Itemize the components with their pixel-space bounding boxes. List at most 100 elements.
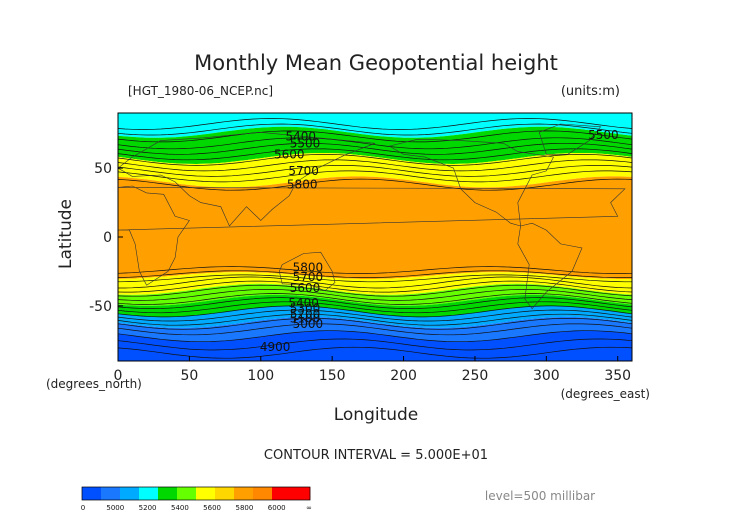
colorbar-swatch bbox=[291, 487, 311, 500]
colorbar-tick-label: ∞ bbox=[306, 504, 312, 512]
colorbar-tick-label: 5800 bbox=[235, 504, 253, 512]
contour-label: 5200 bbox=[290, 307, 321, 321]
contour-lines bbox=[118, 118, 632, 359]
x-unit-label: (degrees_east) bbox=[561, 387, 650, 401]
contour-label: 5400 bbox=[286, 129, 317, 143]
contour-interval-text: CONTOUR INTERVAL = 5.000E+01 bbox=[264, 448, 488, 463]
contour-line bbox=[118, 346, 632, 359]
contour-line bbox=[118, 153, 632, 166]
colorbar-ticks: 0 5000 5200 5400 5600 5800 6000 ∞ bbox=[81, 504, 312, 512]
contour-label: 5500 bbox=[290, 136, 321, 150]
color-band bbox=[118, 176, 632, 279]
colorbar-swatch bbox=[234, 487, 254, 500]
x-tick-label: 350 bbox=[604, 368, 631, 384]
colorbar-swatch bbox=[196, 487, 216, 500]
contour-label: 5000 bbox=[293, 317, 324, 331]
x-tick-label: 0 bbox=[114, 368, 123, 384]
color-band bbox=[118, 272, 632, 295]
coastline bbox=[517, 222, 583, 310]
contour-line bbox=[118, 309, 632, 322]
color-bands bbox=[118, 113, 632, 361]
colorbar-swatch bbox=[272, 487, 292, 500]
coastline bbox=[118, 185, 626, 286]
contour-labels: 5400550056005700580055005800570056005400… bbox=[260, 128, 619, 354]
contour-label: 5700 bbox=[293, 270, 324, 284]
level-text: level=500 millibar bbox=[485, 489, 595, 503]
contour-line bbox=[118, 130, 632, 143]
contour-line bbox=[118, 148, 632, 161]
colorbar bbox=[81, 486, 311, 501]
x-tick-label: 300 bbox=[533, 368, 560, 384]
contour-line bbox=[118, 142, 632, 155]
x-tick-label: 250 bbox=[462, 368, 489, 384]
x-axis-label: Longitude bbox=[334, 405, 419, 425]
contour-label: 5300 bbox=[290, 302, 321, 316]
x-tick-label: 100 bbox=[247, 368, 274, 384]
contour-line bbox=[118, 323, 632, 336]
contour-line bbox=[118, 301, 632, 314]
x-tick-label: 200 bbox=[390, 368, 417, 384]
colorbar-tick-label: 5600 bbox=[203, 504, 221, 512]
coastline bbox=[388, 138, 554, 227]
coastline bbox=[278, 251, 336, 292]
contour-label: 4900 bbox=[260, 340, 291, 354]
colorbar-swatch bbox=[158, 487, 178, 500]
color-band bbox=[118, 283, 632, 306]
y-tick-label: 0 bbox=[103, 230, 112, 246]
contour-line bbox=[118, 280, 632, 293]
y-axis-label: Latitude bbox=[56, 199, 76, 269]
contour-line bbox=[118, 330, 632, 343]
colorbar-tick-label: 6000 bbox=[268, 504, 286, 512]
x-tick-label: 150 bbox=[319, 368, 346, 384]
contour-label: 5400 bbox=[288, 296, 319, 310]
color-band bbox=[118, 126, 632, 164]
colorbar-frame bbox=[81, 486, 311, 501]
contour-label: 5800 bbox=[287, 178, 318, 192]
colorbar-swatch bbox=[101, 487, 121, 500]
contour-line bbox=[118, 178, 632, 191]
colorbar-swatch bbox=[215, 487, 235, 500]
contour-label: 5100 bbox=[290, 311, 321, 325]
contour-label: 5600 bbox=[274, 147, 305, 161]
y-unit-label: (degrees_north) bbox=[46, 377, 142, 391]
coastline bbox=[538, 123, 602, 155]
contour-line bbox=[118, 266, 632, 274]
contour-label: 5800 bbox=[293, 260, 324, 274]
contour-line bbox=[118, 118, 632, 130]
x-tick-label: 50 bbox=[180, 368, 198, 384]
y-axis-ticks: 50 0 -50 bbox=[89, 161, 123, 315]
file-label: [HGT_1980-06_NCEP.nc] bbox=[128, 84, 273, 98]
colorbar-swatch bbox=[253, 487, 273, 500]
x-axis-ticks: 0 50 100 150 200 250 300 350 bbox=[114, 356, 631, 384]
contour-line bbox=[118, 165, 632, 177]
units-label: (units:m) bbox=[561, 84, 620, 99]
chart-title: Monthly Mean Geopotential height bbox=[194, 51, 558, 75]
contour-line bbox=[118, 274, 632, 283]
colorbar-tick-label: 5400 bbox=[171, 504, 189, 512]
colorbar-swatch bbox=[177, 487, 197, 500]
contour-line bbox=[118, 317, 632, 330]
color-band bbox=[118, 294, 632, 317]
contour-line bbox=[118, 276, 632, 289]
color-band bbox=[118, 330, 632, 361]
colorbar-tick-label: 0 bbox=[81, 504, 85, 512]
contour-line bbox=[118, 293, 632, 305]
coastline bbox=[118, 131, 376, 227]
contour-line bbox=[118, 305, 632, 318]
y-tick-label: -50 bbox=[89, 299, 112, 315]
contour-label: 5500 bbox=[588, 128, 619, 142]
contour-line bbox=[118, 297, 632, 309]
colorbar-tick-label: 5000 bbox=[106, 504, 124, 512]
colorbar-swatch bbox=[82, 487, 102, 500]
contour-line bbox=[118, 289, 632, 301]
contour-line bbox=[118, 270, 632, 278]
colorbar-swatch bbox=[120, 487, 140, 500]
coastlines bbox=[118, 123, 626, 310]
contour-label: 5700 bbox=[288, 164, 319, 178]
color-band bbox=[118, 316, 632, 342]
contour-line bbox=[118, 137, 632, 150]
contour-label: 5600 bbox=[290, 281, 321, 295]
contour-line bbox=[118, 159, 632, 172]
contour-line bbox=[118, 284, 632, 297]
